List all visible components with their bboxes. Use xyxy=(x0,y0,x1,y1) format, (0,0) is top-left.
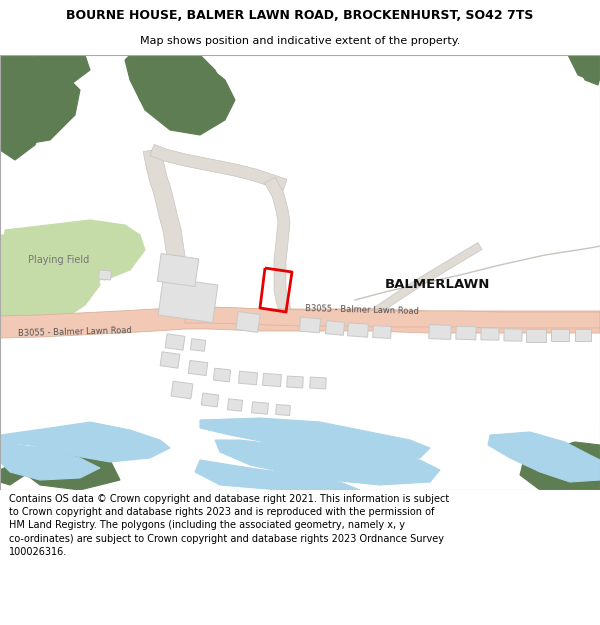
Bar xyxy=(251,402,268,414)
Bar xyxy=(98,270,112,280)
Bar xyxy=(227,399,242,411)
Polygon shape xyxy=(143,148,194,318)
Polygon shape xyxy=(185,307,600,328)
Polygon shape xyxy=(20,450,120,490)
Polygon shape xyxy=(130,55,225,125)
Polygon shape xyxy=(0,307,600,338)
Bar xyxy=(504,329,522,341)
Polygon shape xyxy=(0,242,100,328)
Polygon shape xyxy=(5,220,145,280)
Polygon shape xyxy=(568,55,600,80)
Bar xyxy=(236,311,260,332)
Bar xyxy=(239,371,257,385)
Bar xyxy=(429,324,451,339)
Polygon shape xyxy=(150,144,287,191)
Bar xyxy=(551,329,569,341)
Polygon shape xyxy=(0,422,170,462)
Bar xyxy=(299,317,320,333)
Text: B3055 - Balmer Lawn Road: B3055 - Balmer Lawn Road xyxy=(305,304,419,316)
Text: Contains OS data © Crown copyright and database right 2021. This information is : Contains OS data © Crown copyright and d… xyxy=(9,494,449,557)
Polygon shape xyxy=(575,55,600,85)
Bar xyxy=(275,404,290,416)
Text: BALMERLAWN: BALMERLAWN xyxy=(385,279,490,291)
Polygon shape xyxy=(5,232,100,315)
Text: BOURNE HOUSE, BALMER LAWN ROAD, BROCKENHURST, SO42 7TS: BOURNE HOUSE, BALMER LAWN ROAD, BROCKENH… xyxy=(67,9,533,22)
Bar xyxy=(526,329,546,341)
Polygon shape xyxy=(520,448,600,490)
Bar xyxy=(325,321,344,335)
Polygon shape xyxy=(30,55,90,85)
Bar xyxy=(456,326,476,340)
Polygon shape xyxy=(0,222,138,275)
Polygon shape xyxy=(368,242,482,318)
Polygon shape xyxy=(125,55,235,135)
Polygon shape xyxy=(555,442,600,465)
Polygon shape xyxy=(195,460,360,490)
Polygon shape xyxy=(200,418,430,462)
Bar xyxy=(190,339,206,351)
Polygon shape xyxy=(215,440,440,485)
Polygon shape xyxy=(488,432,600,482)
Polygon shape xyxy=(0,55,50,100)
Bar xyxy=(263,373,281,387)
Polygon shape xyxy=(0,55,80,145)
Text: Playing Field: Playing Field xyxy=(28,255,89,265)
Bar xyxy=(214,368,230,382)
Polygon shape xyxy=(0,442,100,480)
Polygon shape xyxy=(0,95,45,160)
Bar xyxy=(188,361,208,376)
Bar xyxy=(157,254,199,286)
Polygon shape xyxy=(265,177,293,319)
Bar xyxy=(158,278,218,322)
Bar xyxy=(575,329,591,341)
Polygon shape xyxy=(0,455,30,485)
Bar xyxy=(310,377,326,389)
Polygon shape xyxy=(0,55,50,85)
Bar xyxy=(481,328,499,340)
Bar xyxy=(202,393,218,407)
Text: Map shows position and indicative extent of the property.: Map shows position and indicative extent… xyxy=(140,36,460,46)
Bar xyxy=(165,334,185,350)
Text: B3055 - Balmer Lawn Road: B3055 - Balmer Lawn Road xyxy=(18,326,132,338)
Bar xyxy=(160,352,180,368)
Bar xyxy=(347,323,368,337)
Bar xyxy=(373,326,391,339)
Bar xyxy=(171,381,193,399)
Bar xyxy=(287,376,303,388)
